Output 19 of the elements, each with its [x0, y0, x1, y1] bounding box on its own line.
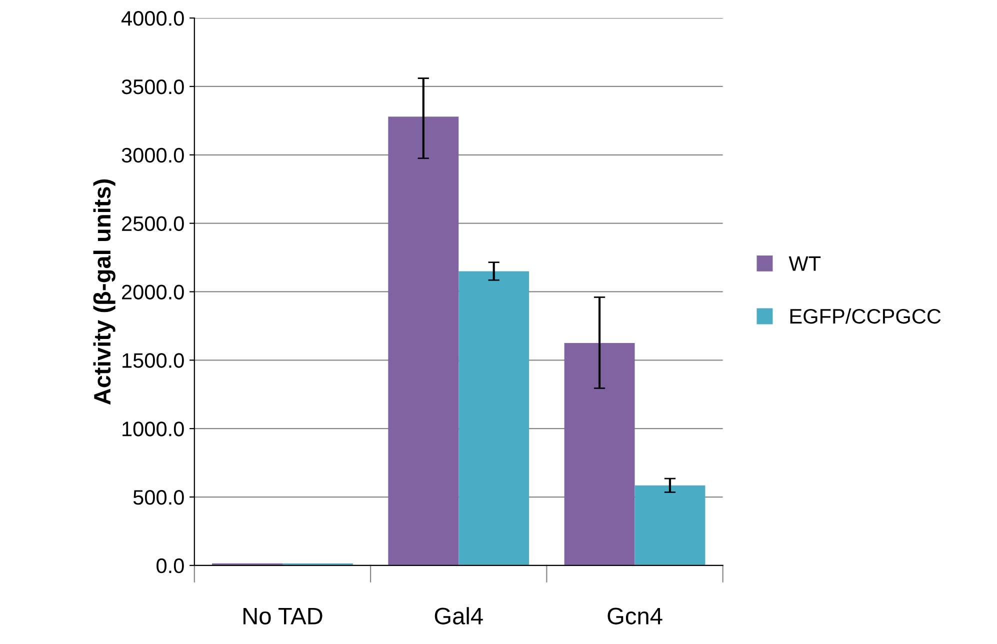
bar — [564, 343, 635, 566]
legend-label: WT — [788, 256, 821, 271]
y-tick-label: 2500.0 — [122, 216, 184, 232]
y-tick-label: 500.0 — [133, 490, 184, 505]
x-tick-label: Gal4 — [434, 607, 483, 624]
y-tick-label: 1000.0 — [122, 422, 184, 436]
y-tick-label: 2000.0 — [122, 284, 184, 300]
legend-label: EGFP/CCPGCC — [790, 308, 941, 324]
x-tick-label: No TAD — [244, 608, 322, 624]
x-tick-label: Gcn4 — [608, 608, 662, 624]
y-tick-label: 1500.0 — [122, 353, 184, 368]
y-tick-label: 3500.0 — [122, 79, 184, 94]
bar — [388, 116, 459, 566]
bar — [458, 271, 530, 566]
bar — [634, 485, 706, 566]
y-tick-label: 4000.0 — [121, 11, 184, 26]
y-tick-label: 3000.0 — [122, 148, 184, 163]
y-tick-label: 0.0 — [156, 558, 184, 574]
y-axis-title: Activity (β-gal units) — [93, 179, 116, 405]
